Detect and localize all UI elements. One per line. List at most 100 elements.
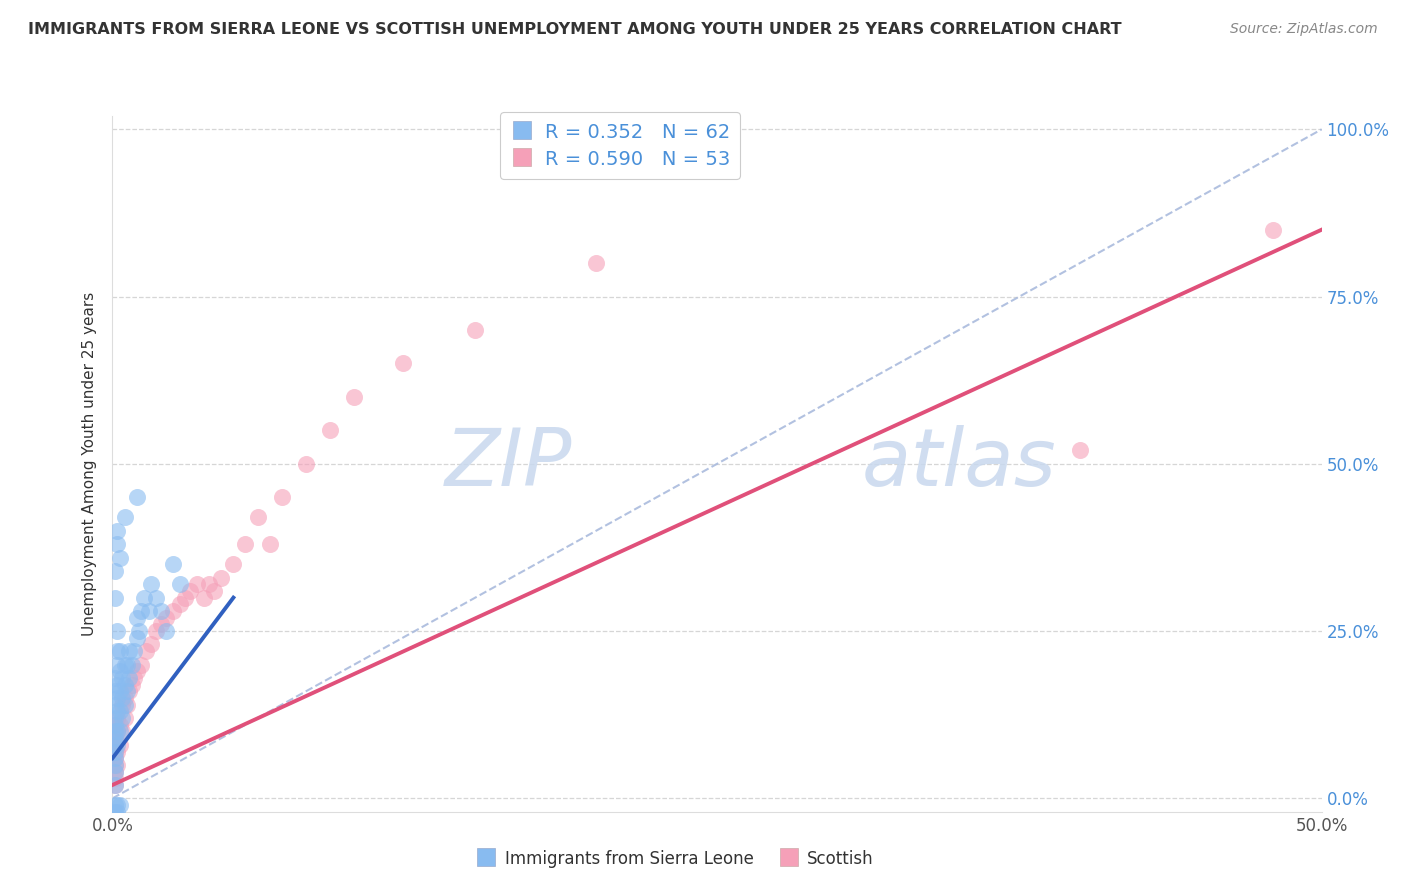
Point	[114, 690, 136, 705]
Point	[105, 705, 128, 719]
Point	[141, 577, 163, 591]
Point	[169, 577, 191, 591]
Point	[104, 731, 127, 746]
Point	[104, 744, 127, 758]
Point	[105, 797, 128, 812]
Point	[1069, 443, 1091, 458]
Point	[162, 604, 184, 618]
Point	[125, 664, 148, 679]
Point	[108, 644, 131, 658]
Point	[235, 537, 257, 551]
Point	[104, 797, 127, 812]
Y-axis label: Unemployment Among Youth under 25 years: Unemployment Among Youth under 25 years	[82, 292, 97, 636]
Point	[121, 678, 143, 692]
Point	[104, 731, 127, 746]
Point	[118, 644, 141, 658]
Point	[125, 631, 148, 645]
Point	[246, 510, 269, 524]
Point	[104, 591, 127, 605]
Point	[174, 591, 197, 605]
Point	[104, 724, 127, 739]
Point	[104, 738, 127, 752]
Point	[145, 624, 167, 639]
Point	[104, 771, 127, 786]
Point	[319, 424, 342, 438]
Point	[114, 678, 136, 692]
Point	[108, 738, 131, 752]
Point	[141, 637, 163, 651]
Text: Source: ZipAtlas.com: Source: ZipAtlas.com	[1230, 22, 1378, 37]
Point	[105, 657, 128, 672]
Legend: R = 0.352   N = 62, R = 0.590   N = 53: R = 0.352 N = 62, R = 0.590 N = 53	[501, 112, 740, 179]
Point	[108, 664, 131, 679]
Point	[104, 764, 127, 779]
Point	[1263, 223, 1285, 237]
Point	[128, 624, 150, 639]
Point	[105, 711, 128, 725]
Text: IMMIGRANTS FROM SIERRA LEONE VS SCOTTISH UNEMPLOYMENT AMONG YOUTH UNDER 25 YEARS: IMMIGRANTS FROM SIERRA LEONE VS SCOTTISH…	[28, 22, 1122, 37]
Point	[114, 711, 136, 725]
Point	[155, 624, 177, 639]
Point	[104, 698, 127, 712]
Point	[105, 724, 128, 739]
Point	[131, 604, 153, 618]
Point	[105, 678, 128, 692]
Point	[585, 256, 607, 270]
Point	[104, 744, 127, 758]
Point	[115, 657, 138, 672]
Point	[104, 717, 127, 731]
Text: atlas: atlas	[862, 425, 1057, 503]
Point	[104, 711, 127, 725]
Point	[105, 624, 128, 639]
Point	[193, 591, 215, 605]
Point	[111, 711, 134, 725]
Point	[259, 537, 281, 551]
Point	[108, 724, 131, 739]
Point	[391, 356, 413, 371]
Point	[111, 698, 134, 712]
Legend: Immigrants from Sierra Leone, Scottish: Immigrants from Sierra Leone, Scottish	[470, 843, 880, 875]
Point	[108, 684, 131, 698]
Point	[162, 557, 184, 572]
Point	[104, 758, 127, 772]
Point	[111, 724, 134, 739]
Point	[104, 751, 127, 765]
Point	[105, 690, 128, 705]
Point	[179, 584, 201, 599]
Point	[295, 457, 318, 471]
Point	[115, 698, 138, 712]
Point	[114, 698, 136, 712]
Point	[108, 550, 131, 565]
Point	[114, 510, 136, 524]
Point	[209, 571, 232, 585]
Point	[155, 611, 177, 625]
Point	[125, 611, 148, 625]
Point	[131, 657, 153, 672]
Point	[464, 323, 486, 337]
Point	[121, 657, 143, 672]
Point	[118, 684, 141, 698]
Point	[105, 805, 128, 819]
Point	[186, 577, 208, 591]
Point	[132, 591, 155, 605]
Point	[149, 617, 172, 632]
Point	[169, 598, 191, 612]
Point	[270, 491, 292, 505]
Point	[222, 557, 245, 572]
Point	[198, 577, 221, 591]
Point	[108, 797, 131, 812]
Point	[104, 764, 127, 779]
Point	[343, 390, 366, 404]
Point	[105, 644, 128, 658]
Point	[104, 671, 127, 685]
Point	[105, 738, 128, 752]
Point	[105, 724, 128, 739]
Point	[104, 778, 127, 792]
Point	[115, 684, 138, 698]
Point	[105, 758, 128, 772]
Point	[104, 751, 127, 765]
Point	[125, 491, 148, 505]
Point	[138, 604, 160, 618]
Point	[135, 644, 157, 658]
Point	[104, 778, 127, 792]
